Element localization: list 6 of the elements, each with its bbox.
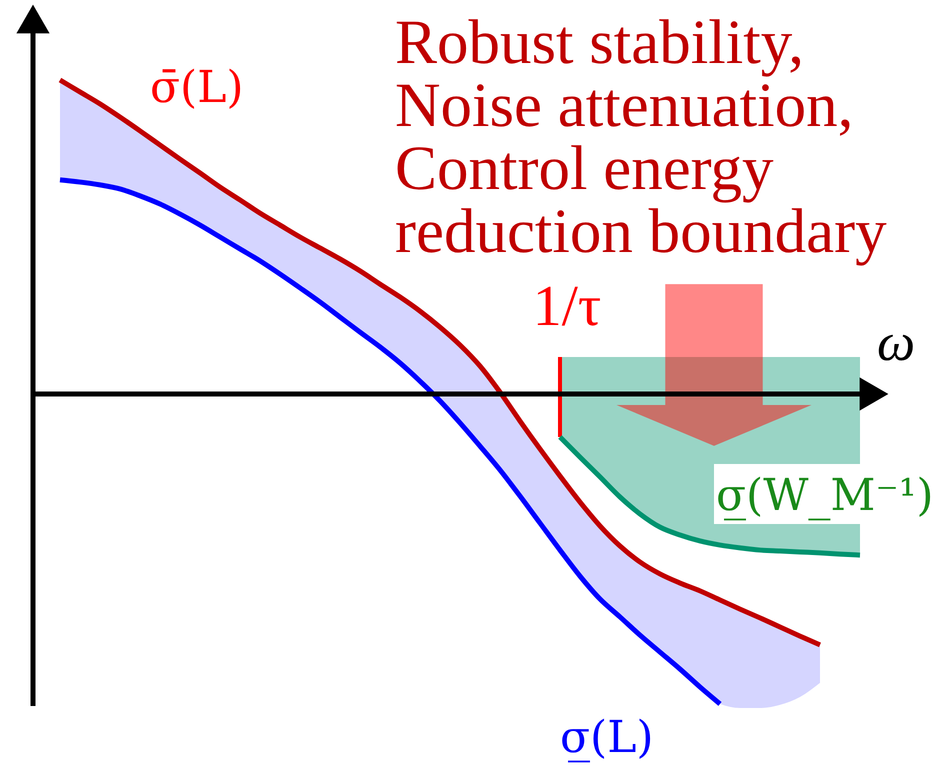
x-axis-title: ω <box>876 312 916 372</box>
series-label: σ̲(W_M⁻¹) <box>716 470 934 521</box>
series-label: σ̲(L) <box>560 712 654 763</box>
annotation: 1/τ <box>532 273 602 338</box>
series-label: σ̄(L) <box>150 62 244 113</box>
annotation: Robust stability, Noise attenuation, Control energy reduction boundary <box>395 7 888 266</box>
